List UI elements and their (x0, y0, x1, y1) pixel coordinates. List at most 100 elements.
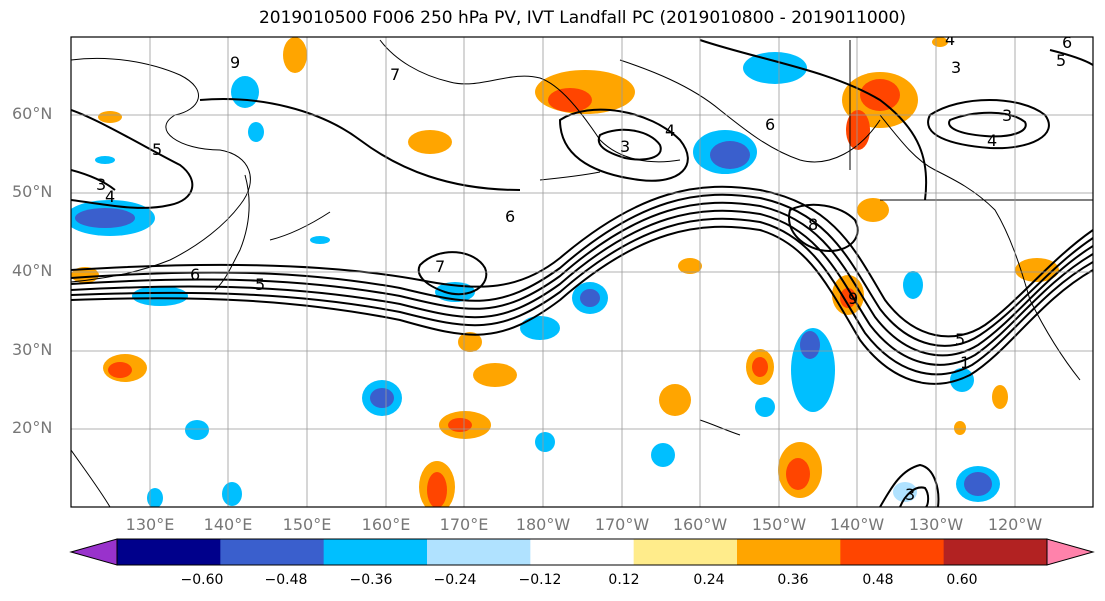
positive-anomaly-patch (659, 384, 691, 416)
negative-anomaly-patch (800, 331, 820, 359)
lat-label: 30°N (12, 340, 53, 359)
negative-anomaly-patch (310, 236, 330, 244)
contour-label: 1 (960, 353, 970, 372)
lon-label: 170°W (594, 515, 650, 534)
contour-label: 7 (390, 65, 400, 84)
colorbar-segment (840, 539, 945, 565)
colorbar-frame (116, 538, 1048, 566)
contour-label: 9 (230, 53, 240, 72)
colorbar-extend-low (69, 538, 118, 566)
colorbar-tick-label: 0.48 (862, 572, 894, 588)
contour-label-group: 7 9 3 4 3 4 6 6 7 6 5 8 9 5 1 3 4 3 4 5 … (96, 30, 1072, 504)
lat-label: 60°N (12, 104, 53, 123)
colorbar-tick-label: 0.24 (693, 572, 725, 588)
negative-anomaly-patch (950, 368, 974, 392)
positive-anomaly-patch (473, 363, 517, 387)
negative-anomaly-patch (222, 482, 242, 506)
contour-label: 6 (765, 115, 775, 134)
colorbar-tick-label: −0.60 (180, 572, 224, 588)
colorbar-extend-high (1046, 538, 1095, 566)
positive-anomaly-patch (786, 458, 810, 490)
colorbar (69, 538, 1095, 566)
colorbar-segment (117, 539, 221, 565)
colorbar-tick-label: 0.60 (946, 572, 978, 588)
graticule (71, 37, 1093, 507)
positive-anomaly-patch (752, 357, 768, 377)
positive-anomaly-patch (448, 418, 472, 432)
negative-anomaly-patch (147, 488, 163, 507)
map-title: 2019010500 F006 250 hPa PV, IVT Landfall… (258, 8, 906, 28)
contour-label: 6 (505, 207, 515, 226)
contour-label: 3 (1002, 106, 1012, 125)
lon-label: 140°E (203, 515, 253, 534)
negative-anomaly-patch (75, 208, 135, 228)
colorbar-segment (323, 539, 428, 565)
lon-label: 180°W (515, 515, 571, 534)
negative-anomaly-patch (580, 289, 600, 307)
colorbar-segment (220, 539, 325, 565)
negative-anomaly-patch (710, 141, 750, 169)
contour-label: 5 (152, 140, 162, 159)
negative-anomaly-patch (520, 316, 560, 340)
positive-anomaly-patch (857, 198, 889, 222)
contour-label: 6 (1062, 33, 1072, 52)
positive-anomaly-patch (283, 37, 307, 73)
negative-anomaly-patch (893, 482, 917, 502)
positive-anomaly-patch (678, 258, 702, 274)
positive-anomaly-patch (108, 362, 132, 378)
contour-label: 4 (945, 30, 955, 49)
lon-label: 160°E (361, 515, 411, 534)
contour-label: 6 (190, 265, 200, 284)
colorbar-tick-label: −0.24 (433, 572, 477, 588)
positive-anomaly-patch (98, 111, 122, 123)
negative-anomaly-patch (132, 286, 188, 306)
contour-label: 3 (951, 58, 961, 77)
lon-label: 160°W (672, 515, 728, 534)
colorbar-segment (530, 539, 635, 565)
colorbar-segment (737, 539, 841, 565)
contour-label: 8 (808, 215, 818, 234)
colorbar-segment (943, 539, 1048, 565)
negative-anomaly-patch (95, 156, 115, 164)
negative-anomaly-patch (535, 432, 555, 452)
lon-label: 150°W (751, 515, 807, 534)
contour-label: 3 (620, 137, 630, 156)
negative-anomaly-patch (231, 76, 259, 108)
coastlines (71, 39, 1093, 507)
contour-label: 4 (665, 121, 675, 140)
negative-anomaly-patch (903, 271, 923, 299)
colorbar-tick-label: −0.36 (349, 572, 393, 588)
negative-anomaly-patch (370, 388, 394, 408)
positive-anomaly-patch (427, 472, 447, 507)
colorbar-tick-label: 0.36 (777, 572, 809, 588)
contour-label: 3 (905, 485, 915, 504)
colorbar-segment (633, 539, 738, 565)
negative-anomaly-patch (964, 472, 992, 496)
negative-anomaly-patch (755, 397, 775, 417)
colorbar-segments (117, 539, 1048, 565)
contour-label: 4 (987, 131, 997, 150)
colorbar-segment (427, 539, 531, 565)
lat-label: 50°N (12, 182, 53, 201)
lon-label: 150°E (282, 515, 332, 534)
contour-label: 5 (955, 330, 965, 349)
lat-label: 20°N (12, 418, 53, 437)
negative-anomaly-patch (743, 52, 807, 84)
lat-label: 40°N (12, 261, 53, 280)
lon-label: 120°W (987, 515, 1043, 534)
contour-label: 3 (96, 175, 106, 194)
negative-anomaly-patch (248, 122, 264, 142)
contour-label: 9 (848, 289, 858, 308)
positive-anomaly-patch (840, 288, 856, 308)
contour-label: 5 (255, 275, 265, 294)
positive-anomaly-patch (992, 385, 1008, 409)
lon-label: 130°E (125, 515, 175, 534)
contour-label: 7 (435, 257, 445, 276)
contour-label: 5 (1056, 51, 1066, 70)
colorbar-tick-label: −0.12 (518, 572, 562, 588)
negative-anomaly-patch (651, 443, 675, 467)
positive-anomaly-patch (954, 421, 966, 435)
contour-label: 4 (105, 187, 115, 206)
colorbar-tick-label: −0.48 (264, 572, 308, 588)
